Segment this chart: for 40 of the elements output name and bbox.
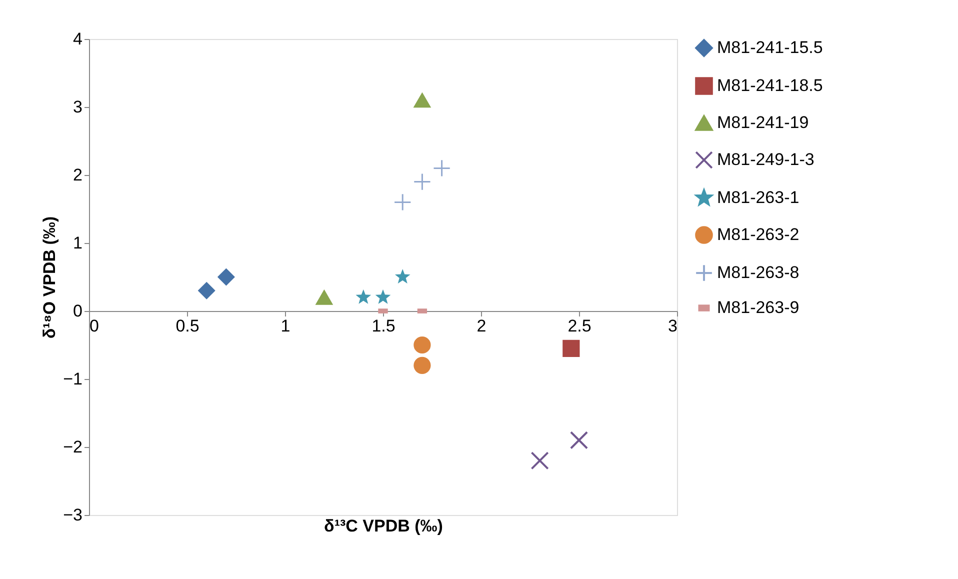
legend-label: M81-263-8 (717, 263, 800, 282)
y-tick-label: 1 (73, 234, 82, 252)
point (530, 452, 549, 470)
point (413, 172, 432, 191)
point (414, 92, 431, 108)
y-tick-label: 0 (73, 302, 82, 320)
y-tick-label: −3 (63, 506, 82, 524)
x-tick-label: 2.5 (568, 316, 592, 336)
point (414, 356, 431, 374)
point (394, 193, 412, 212)
point (570, 431, 588, 450)
x-tick-label: 1.5 (372, 316, 396, 336)
point (414, 336, 431, 354)
point (316, 290, 333, 305)
x-tick-label: 1 (280, 316, 290, 336)
point (394, 268, 410, 284)
legend-label: M81-241-18.5 (717, 76, 823, 95)
x-tick-label: 3 (668, 316, 678, 336)
y-tick-label: 4 (73, 30, 82, 48)
point (356, 289, 372, 304)
legend-label: M81-241-19 (717, 113, 809, 132)
x-tick-label: 0.5 (176, 316, 200, 336)
point (562, 340, 580, 357)
legend-label: M81-263-2 (717, 225, 800, 244)
y-tick-label: 3 (73, 98, 82, 116)
x-axis-title: δ¹³C VPDB (‰) (324, 516, 443, 536)
x-tick-label: 2 (476, 316, 486, 336)
point (198, 282, 216, 300)
y-tick-label: 2 (73, 166, 82, 184)
point (375, 289, 391, 304)
y-tick-label: −1 (63, 370, 82, 388)
x-tick-label: 0 (90, 316, 99, 336)
legend-label: M81-263-9 (717, 298, 800, 317)
y-tick-label: −2 (63, 438, 82, 456)
point (432, 159, 451, 178)
point (218, 268, 235, 286)
legend-label: M81-249-1-3 (717, 150, 814, 169)
y-axis-title: δ¹⁸O VPDB (‰) (40, 216, 60, 339)
legend-label: M81-241-15.5 (717, 38, 823, 57)
legend-label: M81-263-1 (717, 188, 800, 207)
